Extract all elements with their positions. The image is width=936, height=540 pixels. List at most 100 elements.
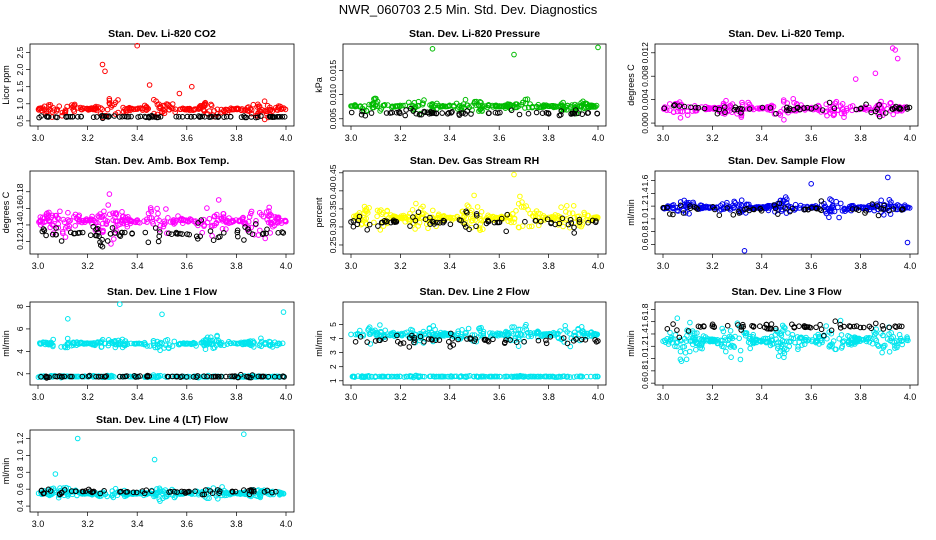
data-point [571,230,578,236]
data-point [882,342,888,349]
plot-frame [654,43,919,127]
chart-title: Stan. Dev. Sample Flow [728,155,846,167]
y-tick-label: 0.25 [328,236,338,253]
data-point [576,219,583,225]
data-point [783,338,790,345]
data-point [152,225,159,231]
data-point [485,102,492,108]
data-point [99,61,106,68]
data-point [358,111,365,118]
y-tick-label: 0.45 [328,164,338,181]
data-point [129,231,135,237]
data-point [714,110,721,117]
data-point [781,117,787,123]
y-tick-label: 1.2 [15,432,25,444]
data-point [564,374,570,380]
y-tick-label: 0.008 [640,65,650,87]
data-point [570,203,577,209]
data-point [558,106,565,113]
x-tick-label: 3.2 [394,392,407,402]
data-point [122,113,128,120]
data-point [688,104,694,111]
data-point [860,324,867,331]
data-point [258,113,264,119]
x-tick-label: 3.2 [81,133,94,143]
data-point [751,206,757,213]
data-point [476,103,482,109]
data-point [232,488,239,495]
data-point [217,341,223,347]
data-point [549,373,555,380]
data-point [474,212,480,219]
data-point [767,107,773,113]
data-point [55,224,62,231]
data-point [38,374,44,380]
data-point [509,324,515,330]
data-point [214,332,220,339]
data-point [670,211,676,218]
data-point [894,55,901,62]
y-tick-label: 1.0 [640,352,650,364]
data-point [552,374,558,380]
data-point [446,110,452,116]
data-point [778,208,785,214]
data-point [123,489,129,495]
data-point [211,222,218,229]
data-point [768,321,775,327]
data-point [899,207,905,213]
data-point [878,206,884,212]
data-point [734,106,741,113]
data-point [432,102,439,109]
data-point [579,111,586,117]
data-point [881,212,887,218]
data-point [229,373,235,380]
data-point [819,107,826,113]
data-point [221,230,227,236]
data-point [421,108,428,115]
y-tick-label: 2 [15,371,25,376]
data-point [437,331,444,338]
data-point [835,204,841,211]
data-point [229,488,235,495]
data-point [695,105,702,111]
data-point [125,114,132,120]
data-point [178,488,185,495]
data-point [682,350,689,356]
data-point [516,224,522,231]
chart-title: Stan. Dev. Line 1 Flow [107,286,218,298]
y-tick-label: 1 [328,378,338,383]
data-point [868,325,875,332]
x-tick-label: 4.0 [904,133,917,143]
data-point [390,103,396,110]
data-point [226,219,232,225]
data-point [795,346,801,353]
data-point [384,373,391,380]
data-point [440,330,446,337]
data-point [437,104,444,110]
data-point [234,227,241,234]
data-point [700,333,707,339]
chart-panel-9: Stan. Dev. Line 3 Flow ml/min 3.0 3.2 3.4 3.6… [626,286,919,402]
data-point [163,493,170,500]
data-point [72,223,78,229]
data-point [253,218,259,224]
data-point [799,342,805,348]
data-point [582,337,589,343]
data-point [499,331,506,338]
data-point [139,488,146,494]
data-point [571,224,577,231]
data-point [503,337,509,343]
series-reference [660,198,906,219]
data-point [791,324,798,330]
data-point [448,330,454,337]
data-point [348,109,355,116]
data-point [130,489,137,496]
data-point [117,373,123,380]
chart-panel-10: Stan. Dev. Line 4 (LT) Flow ml/min 3.0 3.2 3… [1,414,295,529]
data-point [501,340,508,346]
plot-frame [654,170,919,255]
y-axis-label: Licor ppm [1,65,11,105]
data-point [522,218,528,225]
data-point [377,328,384,335]
data-point [400,102,406,109]
